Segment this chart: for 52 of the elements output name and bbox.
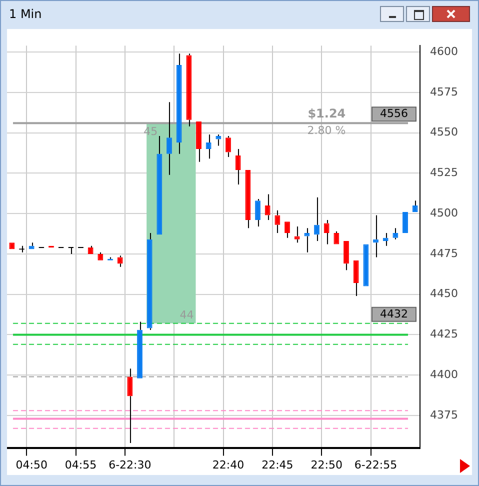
x-tick-label: 04:55: [64, 458, 97, 472]
candlestick: [176, 53, 182, 154]
candlestick: [294, 226, 300, 244]
annotation: 44: [180, 308, 194, 322]
candlestick: [314, 196, 320, 242]
candlestick: [344, 241, 349, 271]
y-tick-label: 4525: [430, 166, 458, 180]
ref-line-label: 4556: [380, 106, 408, 120]
candlestick: [98, 252, 104, 260]
x-tick-label: 22:40: [212, 458, 244, 472]
candlestick: [264, 194, 270, 221]
y-tick-label: 4550: [430, 126, 458, 139]
candlestick: [117, 255, 123, 268]
candlestick: [206, 134, 212, 160]
y-tick-label: 4575: [430, 85, 458, 98]
candlestick: [156, 136, 162, 235]
annotation: 2.80 %: [307, 124, 346, 137]
candlestick: [146, 232, 152, 330]
x-tick-label: 6-22:30: [108, 458, 152, 472]
candlestick: [186, 53, 192, 127]
y-tick-label: 4475: [430, 246, 458, 260]
annotation: $1.24: [308, 106, 346, 120]
candlestick: [226, 136, 231, 158]
x-tick-label: 22:45: [262, 458, 294, 472]
candlestick: [255, 198, 260, 228]
annotation: 45: [144, 124, 158, 138]
candlestick: [334, 230, 340, 244]
candlestick: [88, 245, 94, 254]
x-tick-label: 04:50: [16, 458, 48, 472]
candlestick: [274, 210, 280, 234]
candlestick: [392, 228, 398, 240]
candlestick: [137, 321, 142, 378]
y-tick-label: 4600: [430, 44, 458, 58]
candlestick: [412, 200, 418, 212]
ref-line-label: 4432: [380, 307, 408, 320]
y-tick-label: 4375: [430, 408, 458, 422]
candlestick: [166, 102, 172, 176]
candlestick: [245, 170, 251, 229]
candlestick: [353, 260, 359, 296]
y-tick-label: 4450: [430, 287, 458, 300]
x-tick-label: 6-22:55: [354, 458, 398, 472]
candlestick: [324, 220, 330, 245]
y-tick-label: 4400: [430, 368, 458, 381]
chart-title: 1 Min: [9, 7, 42, 21]
y-tick-label: 4425: [430, 328, 458, 341]
candlestick: [216, 134, 222, 146]
candlestick: [127, 368, 133, 444]
candlestick: [196, 122, 202, 162]
y-tick-label: 4500: [430, 206, 458, 220]
x-tick-label: 22:50: [310, 458, 342, 472]
candlestick: [284, 222, 290, 238]
candlestick: [235, 148, 241, 186]
